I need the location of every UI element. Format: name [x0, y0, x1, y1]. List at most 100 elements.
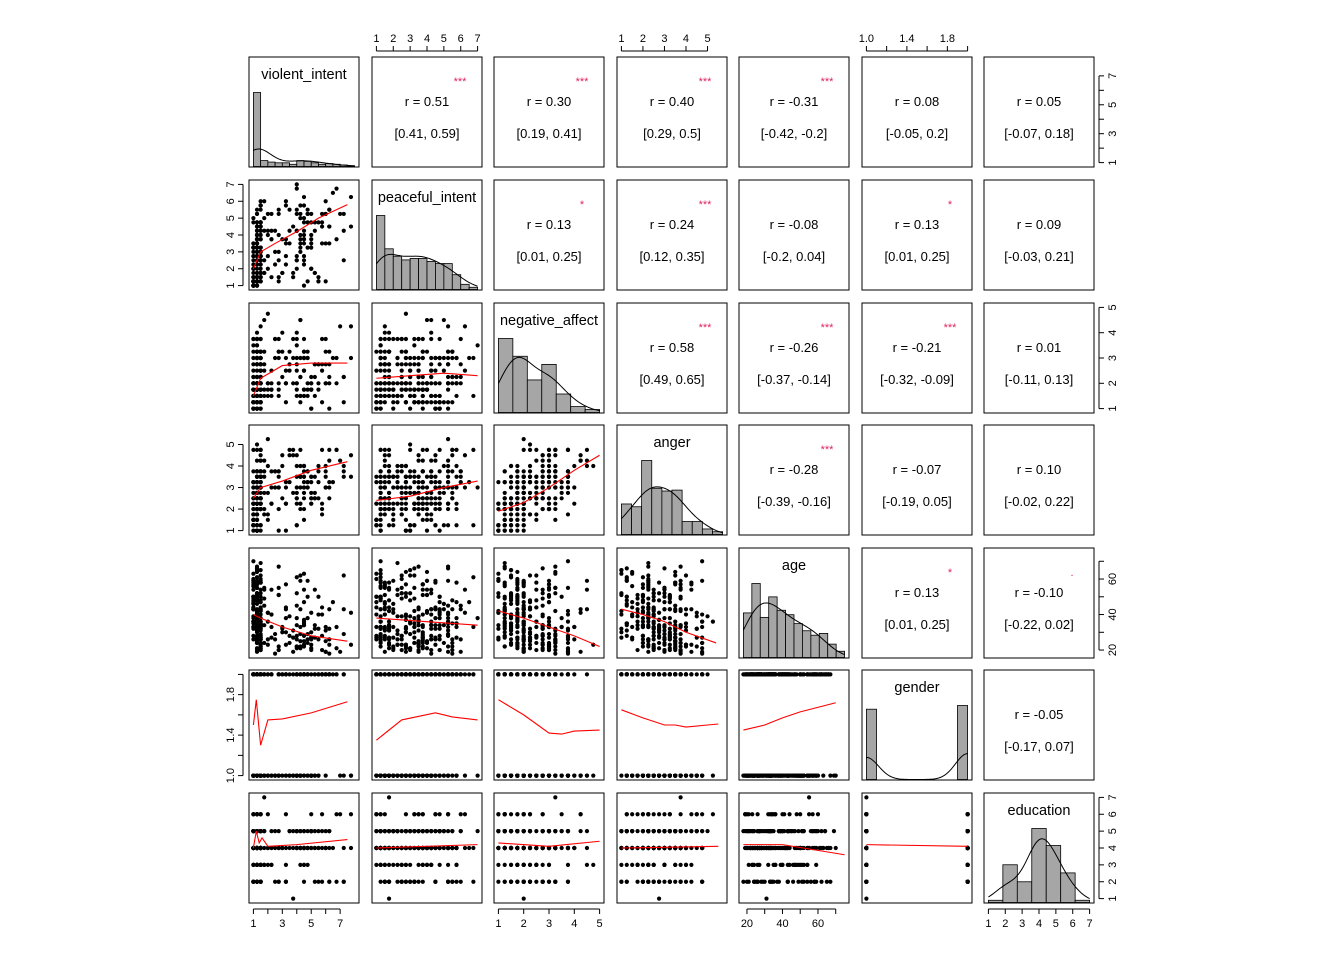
scatter-point — [391, 635, 396, 640]
scatter-point — [283, 501, 289, 506]
scatter-point — [450, 349, 455, 354]
scatter-point — [258, 275, 263, 280]
scatter-point — [433, 501, 438, 506]
scatter-point — [386, 628, 392, 633]
scatter-point — [540, 474, 545, 479]
scatter-point — [251, 624, 256, 630]
scatter-point — [467, 600, 472, 605]
scatter-point — [319, 845, 325, 851]
scatter-point — [710, 619, 716, 624]
scatter-point — [630, 571, 635, 576]
scatter-point — [348, 474, 354, 479]
scatter-point — [287, 845, 292, 851]
scatter-point — [298, 249, 303, 254]
scatter-point — [391, 501, 396, 506]
scatter-point — [294, 829, 299, 834]
panel-gender-anger — [616, 669, 728, 781]
scatter-point — [254, 224, 260, 229]
scatter-point — [416, 355, 421, 361]
scatter-point — [291, 649, 296, 654]
scatter-point — [283, 368, 289, 373]
scatter-point — [265, 812, 270, 817]
scatter-point — [309, 381, 314, 386]
scatter-point — [553, 469, 558, 474]
scatter-point — [258, 598, 263, 603]
scatter-point — [416, 381, 421, 386]
scatter-point — [408, 469, 413, 474]
scatter-point — [678, 585, 683, 591]
scatter-point — [378, 862, 383, 867]
scatter-point — [667, 607, 672, 612]
scatter-point — [283, 862, 289, 867]
scatter-point — [496, 506, 501, 512]
scatter-point — [667, 672, 672, 677]
scatter-point — [374, 773, 379, 778]
scatter-point — [301, 203, 307, 208]
scatter-point — [374, 406, 379, 411]
scatter-point — [508, 628, 514, 633]
scatter-point — [515, 480, 520, 485]
scatter-point — [471, 393, 476, 399]
scatter-point — [450, 651, 455, 656]
scatter-point — [424, 672, 430, 677]
panel-anger-anger: anger — [616, 424, 728, 536]
correlation-value: r = -0.31 — [770, 94, 819, 109]
scatter-point — [294, 591, 299, 596]
scatter-point — [646, 607, 651, 612]
scatter-point — [276, 258, 281, 263]
confidence-interval: [-0.03, 0.21] — [1004, 249, 1073, 264]
panel-violent_intent-anger: ***r = 0.40[0.29, 0.5] — [616, 56, 728, 168]
scatter-point — [454, 447, 459, 452]
scatter-point — [437, 501, 442, 506]
scatter-point — [437, 594, 442, 599]
scatter-point — [656, 773, 662, 778]
scatter-point — [540, 485, 545, 490]
scatter-point — [420, 646, 425, 651]
scatter-point — [412, 523, 417, 528]
scatter-point — [341, 879, 346, 884]
scatter-point — [283, 615, 289, 621]
scatter-point — [424, 773, 430, 778]
scatter-point — [445, 406, 451, 411]
scatter-point — [751, 773, 757, 778]
scatter-point — [382, 633, 387, 638]
scatter-point — [630, 584, 635, 589]
scatter-point — [662, 591, 667, 596]
scatter-point — [403, 594, 409, 599]
scatter-point — [635, 614, 640, 619]
scatter-point — [395, 642, 400, 647]
scatter-point — [327, 406, 332, 411]
scatter-point — [262, 829, 267, 834]
scatter-point — [416, 480, 421, 485]
scatter-point — [280, 270, 285, 276]
scatter-point — [291, 336, 296, 342]
scatter-point — [287, 480, 292, 485]
scatter-point — [265, 517, 270, 522]
scatter-point — [521, 485, 526, 490]
correlation-value: r = 0.40 — [650, 94, 694, 109]
scatter-point — [283, 605, 289, 610]
scatter-point — [305, 773, 310, 778]
scatter-point — [515, 610, 520, 615]
scatter-point — [433, 829, 438, 834]
scatter-point — [441, 400, 446, 405]
scatter-point — [416, 614, 421, 619]
correlation-value: r = -0.28 — [770, 462, 819, 477]
scatter-point — [283, 630, 289, 635]
scatter-point — [341, 400, 346, 405]
scatter-point — [294, 387, 299, 392]
density-curve — [497, 356, 600, 412]
scatter-point — [283, 203, 289, 208]
histogram-bar — [712, 531, 723, 535]
scatter-point — [348, 224, 354, 229]
scatter-point — [395, 485, 400, 490]
scatter-point — [382, 605, 387, 610]
scatter-point — [374, 474, 379, 479]
scatter-point — [424, 501, 430, 506]
scatter-point — [408, 631, 413, 637]
scatter-point — [403, 349, 409, 354]
scatter-point — [309, 672, 314, 677]
scatter-point — [386, 469, 392, 474]
scatter-point — [334, 355, 339, 361]
scatter-point — [262, 216, 267, 221]
